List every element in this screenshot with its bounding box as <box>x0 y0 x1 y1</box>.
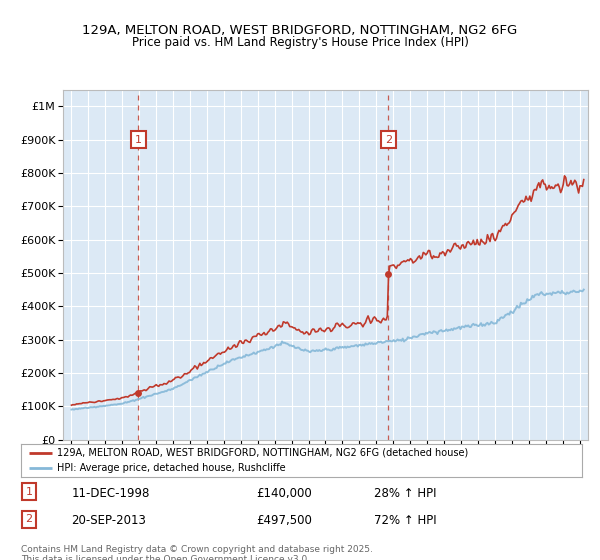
Text: 11-DEC-1998: 11-DEC-1998 <box>71 487 150 500</box>
Text: 2: 2 <box>25 514 32 524</box>
Text: HPI: Average price, detached house, Rushcliffe: HPI: Average price, detached house, Rush… <box>58 463 286 473</box>
Text: 129A, MELTON ROAD, WEST BRIDGFORD, NOTTINGHAM, NG2 6FG (detached house): 129A, MELTON ROAD, WEST BRIDGFORD, NOTTI… <box>58 447 469 458</box>
Text: 28% ↑ HPI: 28% ↑ HPI <box>374 487 437 500</box>
Text: 1: 1 <box>135 134 142 144</box>
Text: 20-SEP-2013: 20-SEP-2013 <box>71 514 146 527</box>
Text: Price paid vs. HM Land Registry's House Price Index (HPI): Price paid vs. HM Land Registry's House … <box>131 36 469 49</box>
Text: 1: 1 <box>25 487 32 497</box>
Text: £497,500: £497,500 <box>257 514 313 527</box>
Text: 72% ↑ HPI: 72% ↑ HPI <box>374 514 437 527</box>
Text: Contains HM Land Registry data © Crown copyright and database right 2025.
This d: Contains HM Land Registry data © Crown c… <box>21 545 373 560</box>
Text: 129A, MELTON ROAD, WEST BRIDGFORD, NOTTINGHAM, NG2 6FG: 129A, MELTON ROAD, WEST BRIDGFORD, NOTTI… <box>82 24 518 36</box>
Text: £140,000: £140,000 <box>257 487 313 500</box>
Text: 2: 2 <box>385 134 392 144</box>
